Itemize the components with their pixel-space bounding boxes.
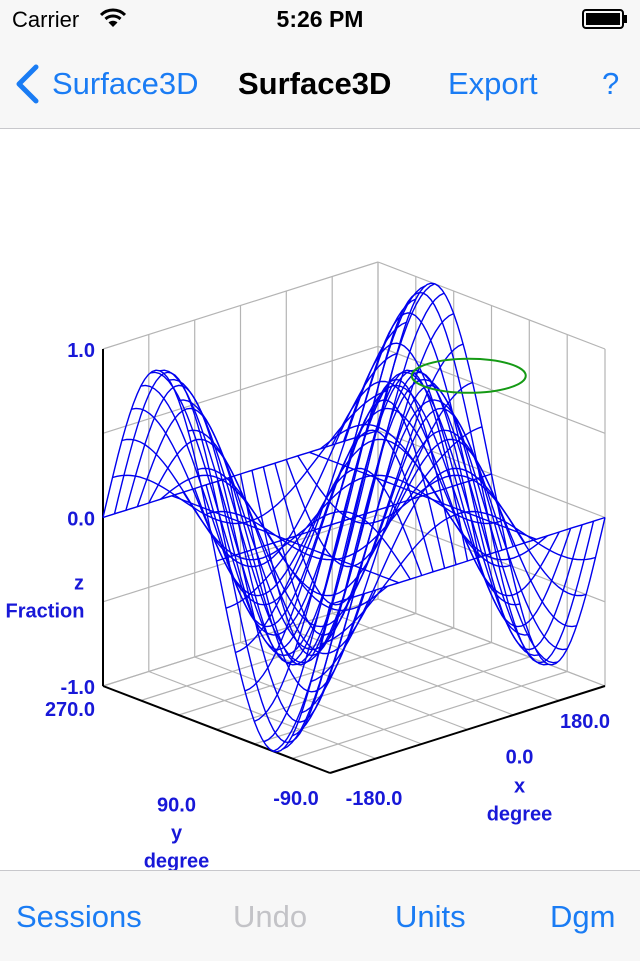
surface-line-y [102, 369, 331, 753]
surface-line-y [159, 474, 388, 612]
z-tick-max: 1.0 [67, 340, 95, 362]
y-tick-max: 270.0 [45, 699, 95, 721]
x-tick-max: 180.0 [560, 711, 610, 733]
carrier-label: Carrier [12, 7, 80, 32]
status-bar: Carrier 5:26 PM [0, 0, 640, 40]
grid-line [331, 612, 560, 702]
surface-marker[interactable] [410, 357, 527, 394]
navigation-bar: Surface3D Surface3D Export ? [0, 40, 640, 129]
dgm-button[interactable]: Dgm [550, 899, 616, 934]
marker-layer [410, 357, 527, 394]
units-button[interactable]: Units [395, 899, 466, 934]
axis-labels: 1.0 0.0 -1.0 z Fraction 270.0 90.0 -90.0… [6, 340, 610, 870]
x-tick-min: -180.0 [346, 788, 403, 810]
back-button[interactable]: Surface3D [14, 62, 198, 106]
bottom-toolbar: Sessions Undo Units Dgm [0, 870, 640, 961]
chevron-left-icon [16, 64, 39, 104]
z-axis-label: z [74, 573, 84, 595]
page-title: Surface3D [238, 66, 392, 101]
surface-line-y [113, 371, 343, 744]
help-button[interactable]: ? [602, 66, 620, 101]
z-tick-zero: 0.0 [67, 509, 95, 531]
surface-line-x [159, 283, 436, 666]
wifi-icon [100, 8, 126, 27]
grid-line [102, 598, 379, 687]
surface-plot[interactable]: 1.0 0.0 -1.0 z Fraction 270.0 90.0 -90.0… [0, 129, 640, 870]
x-axis-line [329, 685, 606, 774]
surface-line-y [125, 384, 354, 723]
surface-line-y [251, 371, 480, 657]
z-tick-min: -1.0 [61, 677, 95, 699]
surface-line-y [148, 438, 377, 655]
undo-button[interactable]: Undo [233, 899, 308, 934]
grid-line [377, 598, 606, 687]
clock: 5:26 PM [276, 6, 364, 32]
battery-icon [582, 9, 627, 29]
wireframe-surface [102, 282, 606, 753]
x-tick-mid: 0.0 [506, 747, 534, 769]
sessions-button[interactable]: Sessions [16, 899, 142, 934]
y-tick-min: -90.0 [273, 788, 319, 810]
surface-line-y [239, 369, 469, 666]
surface-line-y [274, 407, 503, 606]
surface-line-y [228, 378, 457, 664]
surface-line-x [282, 378, 558, 750]
grid-line [140, 612, 416, 702]
y-axis-label: y [171, 823, 183, 845]
y-tick-mid: 90.0 [157, 795, 196, 817]
surface-line-x [150, 285, 426, 657]
export-button[interactable]: Export [448, 66, 538, 101]
y-axis-unit: degree [144, 851, 210, 871]
surface-line-y [285, 438, 514, 568]
surface-line-y [309, 451, 537, 540]
surface-plot-canvas[interactable]: 1.0 0.0 -1.0 z Fraction 270.0 90.0 -90.0… [0, 129, 640, 870]
z-axis-unit: Fraction [6, 601, 85, 623]
surface-line-x [140, 298, 417, 636]
surface-line-y [136, 407, 366, 693]
surface-line-y [216, 399, 446, 651]
surface-line-y [262, 384, 492, 636]
surface-line-y [365, 291, 595, 664]
x-axis-unit: degree [487, 804, 553, 826]
back-button-label: Surface3D [52, 66, 199, 101]
surface-line-y [377, 282, 606, 666]
surface-line-y [205, 429, 434, 628]
surface-line-y [297, 455, 526, 544]
surface-line-y [354, 312, 583, 651]
y-axis-line [102, 685, 331, 774]
x-axis-label: x [514, 776, 525, 798]
surface-line-y [342, 342, 572, 628]
